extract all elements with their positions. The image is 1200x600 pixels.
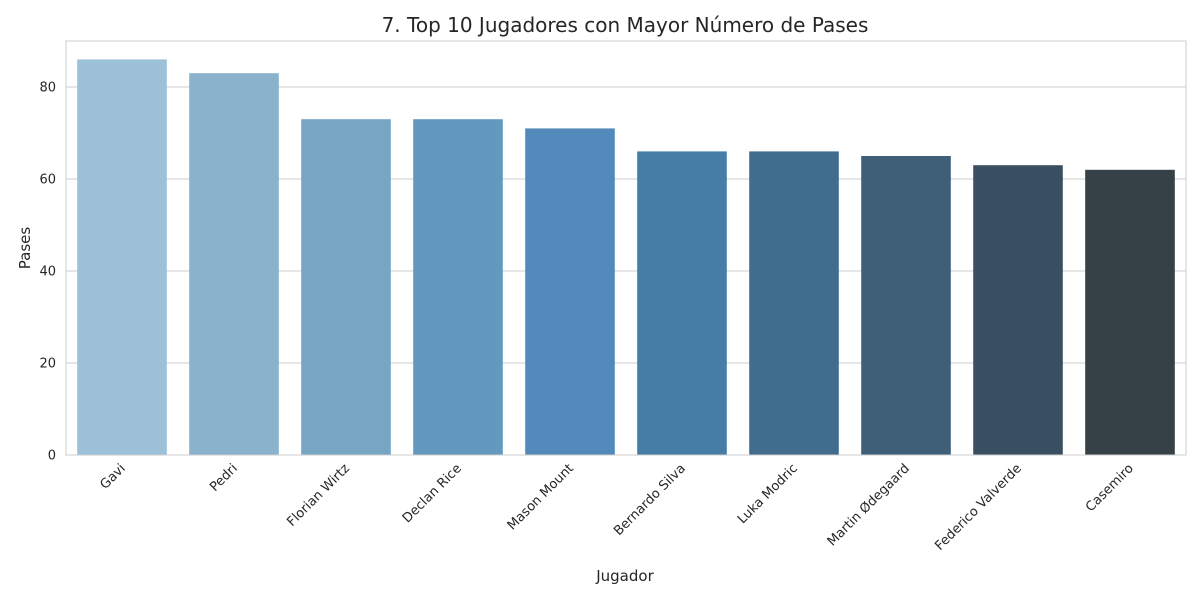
x-axis-label: Jugador	[595, 567, 654, 585]
bar	[301, 119, 391, 455]
x-tick-label: Luka Modric	[735, 461, 801, 527]
x-tick-label: Florian Wirtz	[284, 461, 353, 530]
bar	[637, 151, 727, 455]
y-tick-label: 80	[39, 81, 56, 96]
x-tick-label: Gavi	[97, 461, 128, 492]
bar	[413, 119, 503, 455]
x-tick-label: Declan Rice	[400, 461, 465, 526]
x-tick-label: Pedri	[207, 461, 241, 495]
x-tick-labels: Gavi Pedri Florian Wirtz Declan Rice Mason M…	[97, 461, 1136, 554]
x-tick-label: Casemiro	[1083, 461, 1137, 515]
plot-frame	[65, 40, 1187, 456]
y-tick-labels: 0 20 40 60 80	[39, 81, 56, 464]
x-tick-label: Martin Ødegaard	[825, 461, 913, 549]
bar	[861, 156, 951, 455]
x-tick-label: Mason Mount	[505, 461, 577, 533]
chart-title: 7. Top 10 Jugadores con Mayor Número de …	[382, 13, 869, 37]
y-tick-label: 60	[39, 173, 56, 188]
y-axis-label: Pases	[16, 227, 34, 270]
bar	[749, 151, 839, 455]
bar	[77, 59, 167, 456]
bars	[77, 59, 1175, 456]
bar	[973, 165, 1063, 455]
y-tick-label: 40	[39, 265, 56, 280]
bar	[1085, 169, 1175, 456]
y-tick-label: 0	[48, 449, 56, 464]
bar	[525, 128, 615, 455]
bar	[189, 73, 279, 455]
x-tick-label: Federico Valverde	[932, 461, 1024, 553]
x-tick-label: Bernardo Silva	[611, 461, 689, 539]
y-tick-label: 20	[39, 357, 56, 372]
